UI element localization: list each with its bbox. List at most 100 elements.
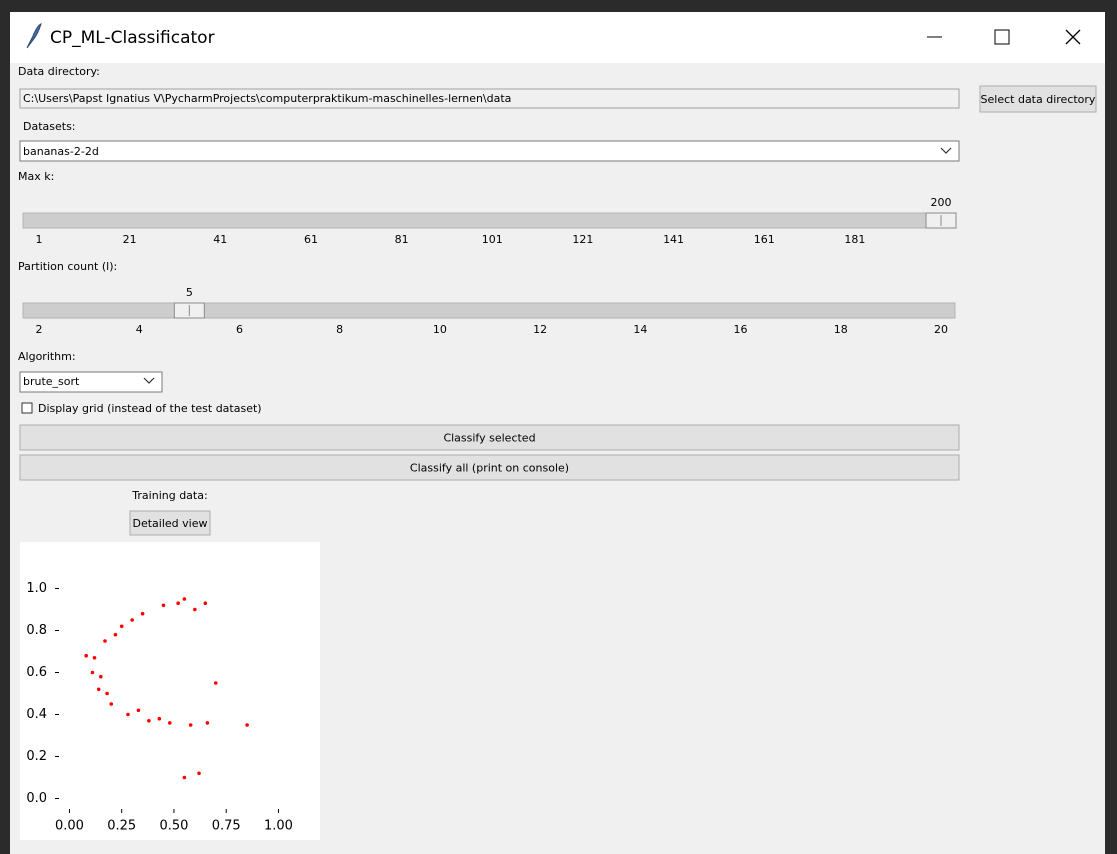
plot-background [20,542,320,840]
dropdown-arrow [940,147,952,154]
scatter-point [245,723,249,727]
scatter-point [161,603,166,608]
slider-tick-label: 6 [236,323,243,336]
slider-value: 5 [186,286,193,299]
scatter-point [119,624,124,629]
detailed-view-button[interactable]: Detailed view [129,510,211,536]
scatter-point [92,656,97,660]
slider-trough [22,302,956,319]
slider-tick-label: 10 [433,323,447,336]
plot: 0.00 0.25 0.50 0.75 1.00 0.0 0.2 0.4 0.6 0.8 1.0 [20,542,320,840]
classify-selected-button[interactable]: Classify selected [19,424,960,451]
slider-trough [22,212,956,229]
slider-tick-label: 8 [336,323,343,336]
x-tick-label: 0.75 [212,819,241,834]
slider-tick-label: 141 [663,233,684,246]
scatter-point [205,721,210,725]
x-tick-label: 0.25 [107,819,136,834]
slider-tick-label: 4 [136,323,143,336]
button-label[interactable]: Classify selected [443,432,535,445]
scatter-point [203,601,208,605]
checkbox[interactable] [21,402,33,414]
slider-tick-label: 21 [123,233,137,246]
button-label[interactable]: Select data directory [981,93,1096,106]
path-entry [19,88,960,109]
window-title: CP_ML-Classificator [50,28,215,48]
panel-title: Training data: [131,489,207,502]
button-label[interactable]: Detailed view [133,517,208,530]
x-tick-label: 0.50 [159,819,188,834]
button-face[interactable] [129,510,211,536]
combobox-value: bananas-2-2d [23,145,99,158]
scatter-point [176,601,180,605]
slider-tick-label: 101 [482,233,503,246]
x-tick-label: 0.00 [55,819,84,834]
classify-all-button[interactable]: Classify all (print on console) [19,454,960,481]
slider-tick-label: 81 [395,233,409,246]
scatter-point [157,716,162,721]
scatter-point [96,687,101,692]
field-label: Partition count (l): [18,260,117,273]
scatter-point [136,708,141,713]
close-button[interactable] [1065,29,1081,45]
scatter-point [126,712,130,717]
checkbox-label: Display grid (instead of the test datase… [38,402,262,415]
app-icon [26,23,42,49]
combobox-value: brute_sort [23,375,80,388]
scatter-point [167,721,172,725]
field-label: Algorithm: [18,350,76,363]
slider-tick-label: 14 [633,323,647,336]
title-bar [10,12,1105,63]
button-face[interactable] [979,85,1097,113]
y-tick-label: 1.0 [26,581,47,596]
scatter-point [193,607,197,612]
slider-tick-label: 20 [934,323,948,336]
y-tick-label: 0.6 [26,665,47,680]
slider-tick-label: 61 [304,233,318,246]
scatter-point [99,674,103,679]
slider-tick-label: 18 [834,323,848,336]
field-label: Data directory: [18,65,100,78]
slider-tick-label: 1 [36,233,43,246]
y-tick-label: 0.0 [26,791,47,806]
scatter-point [105,691,109,696]
scatter-point [130,618,134,622]
scatter-point [84,653,88,658]
slider-tick-label: 121 [572,233,593,246]
scatter-point [109,702,114,706]
scatter-point [197,771,201,776]
scatter-point [140,611,145,616]
scatter-point [90,670,95,675]
scatter-point [103,639,107,643]
slider-tick-label: 41 [213,233,227,246]
slider-tick-label: 2 [36,323,43,336]
select-directory-button[interactable]: Select data directory [979,85,1097,113]
maximize-button[interactable] [994,29,1010,45]
y-tick-label: 0.2 [26,749,47,764]
scatter-point [188,723,193,727]
slider-tick-label: 161 [754,233,775,246]
path-text: C:\Users\Papst Ignatius V\PycharmProject… [23,92,511,105]
scatter-point [182,775,187,780]
field-label: Max k: [18,170,54,183]
scatter-point [113,632,118,637]
field-label: Datasets: [23,120,76,133]
button-face[interactable] [19,424,960,451]
slider-value: 200 [931,196,952,209]
scatter-point [213,681,218,685]
button-face[interactable] [19,454,960,481]
button-label[interactable]: Classify all (print on console) [410,462,569,475]
slider-tick-label: 12 [533,323,547,336]
x-tick-label: 1.00 [264,819,293,834]
algorithm-combobox[interactable] [19,371,163,393]
dataset-combobox[interactable] [19,140,960,162]
y-tick-label: 0.4 [26,707,47,722]
scatter-point [182,597,187,601]
slider-tick-label: 181 [844,233,865,246]
slider-tick-label: 16 [734,323,748,336]
y-tick-label: 0.8 [26,623,47,638]
dropdown-arrow [143,377,155,384]
scatter-point [147,719,151,723]
